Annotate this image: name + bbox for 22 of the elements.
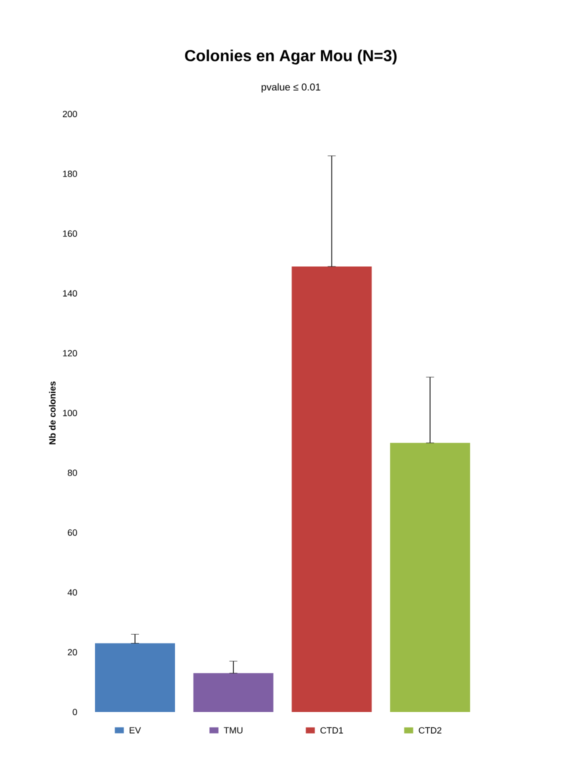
y-tick-label: 120 bbox=[63, 350, 78, 356]
chart-title: Colonies en Agar Mou (N=3) bbox=[185, 50, 397, 64]
y-tick-label: 40 bbox=[68, 589, 78, 596]
bar bbox=[95, 643, 175, 712]
y-tick-label: 80 bbox=[68, 470, 78, 476]
y-tick-label: 180 bbox=[63, 170, 78, 177]
x-tick-label: CTD1 bbox=[320, 727, 343, 734]
y-tick-label: 160 bbox=[63, 230, 78, 237]
y-tick-label: 0 bbox=[72, 708, 78, 716]
y-tick-label: 140 bbox=[63, 290, 78, 297]
y-tick-label: 20 bbox=[68, 649, 78, 656]
y-tick-label: 100 bbox=[63, 410, 78, 416]
bar bbox=[390, 442, 470, 712]
y-tick-label: 60 bbox=[68, 529, 78, 536]
x-tick-label: TMU bbox=[224, 727, 242, 734]
bar bbox=[193, 673, 274, 712]
bar bbox=[292, 266, 372, 712]
x-tick-label: CTD2 bbox=[418, 727, 442, 734]
y-axis-title: Nb de colonies bbox=[48, 381, 56, 444]
x-tick-label: EV bbox=[130, 727, 141, 734]
text: pvalue ≤ 0.01 bbox=[262, 83, 320, 93]
y-tick-label: 200 bbox=[62, 110, 78, 118]
